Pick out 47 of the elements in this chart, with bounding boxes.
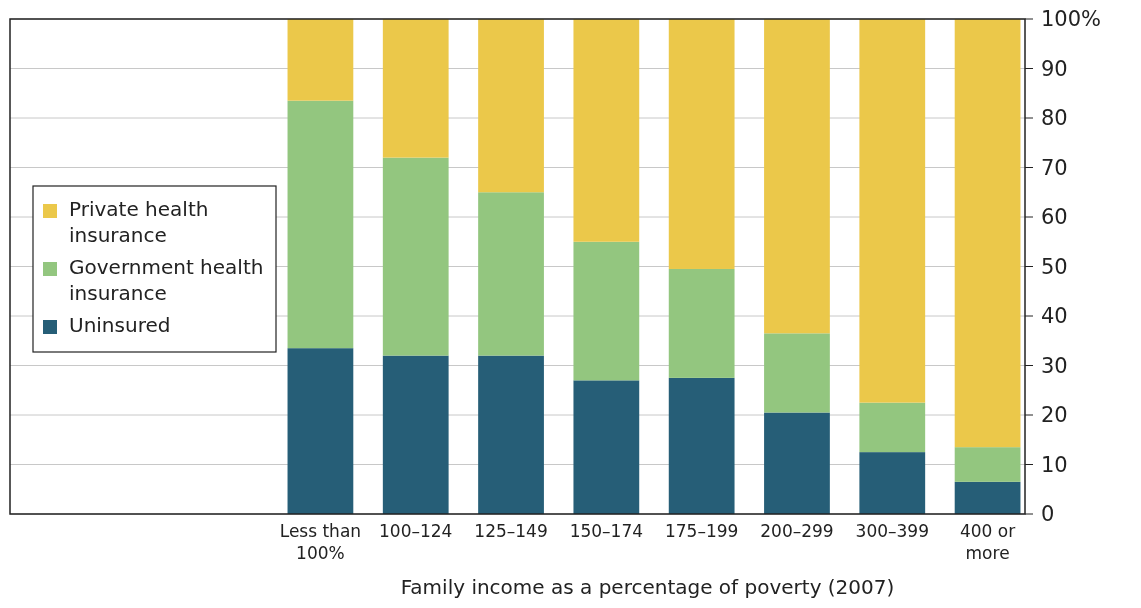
bar [668,19,735,269]
bar [478,19,544,193]
y-tick-label: 90 [1041,56,1068,81]
bar [859,452,926,514]
bar [287,348,354,514]
bar [668,377,735,514]
bar [478,355,544,514]
bar [287,19,354,101]
y-tick-label: 100% [1041,7,1102,32]
legend-label: Private health insurance [69,197,209,247]
bar [287,100,354,349]
bar [954,19,1021,448]
y-tick-label: 10 [1041,452,1068,477]
bar [382,157,449,356]
bar [668,268,735,378]
x-tick-label: Less than 100% [279,521,362,563]
y-tick-label: 40 [1041,304,1068,329]
bar [573,380,640,514]
bar [382,19,449,158]
bar [954,481,1021,514]
bar [573,241,640,381]
bar [859,402,926,453]
bar [764,19,830,334]
y-tick-label: 50 [1041,254,1068,279]
bar [382,355,449,514]
x-axis-title: Family income as a percentage of poverty (2007) [400,575,895,599]
x-tick-label: 125–149 [474,521,548,541]
bar [573,19,640,242]
bar [859,19,926,403]
bar [954,447,1021,482]
y-tick-label: 60 [1041,205,1068,230]
x-tick-label: 175–199 [664,521,739,541]
bar [764,412,830,514]
y-tick-label: 80 [1041,106,1068,131]
bar [764,333,830,413]
y-tick-label: 30 [1041,353,1068,378]
x-tick-label: 200–299 [760,521,834,541]
y-tick-label: 20 [1041,403,1068,428]
legend-label: Uninsured [69,313,171,337]
x-tick-label: 100–124 [379,521,453,541]
y-tick-label: 0 [1041,502,1055,527]
bar [478,192,544,356]
y-tick-label: 70 [1041,155,1068,180]
x-tick-label: 300–399 [855,521,929,541]
x-tick-label: 400 or more [959,521,1016,563]
legend-label: Government health insurance [69,255,264,305]
x-tick-label: 150–174 [569,521,644,541]
